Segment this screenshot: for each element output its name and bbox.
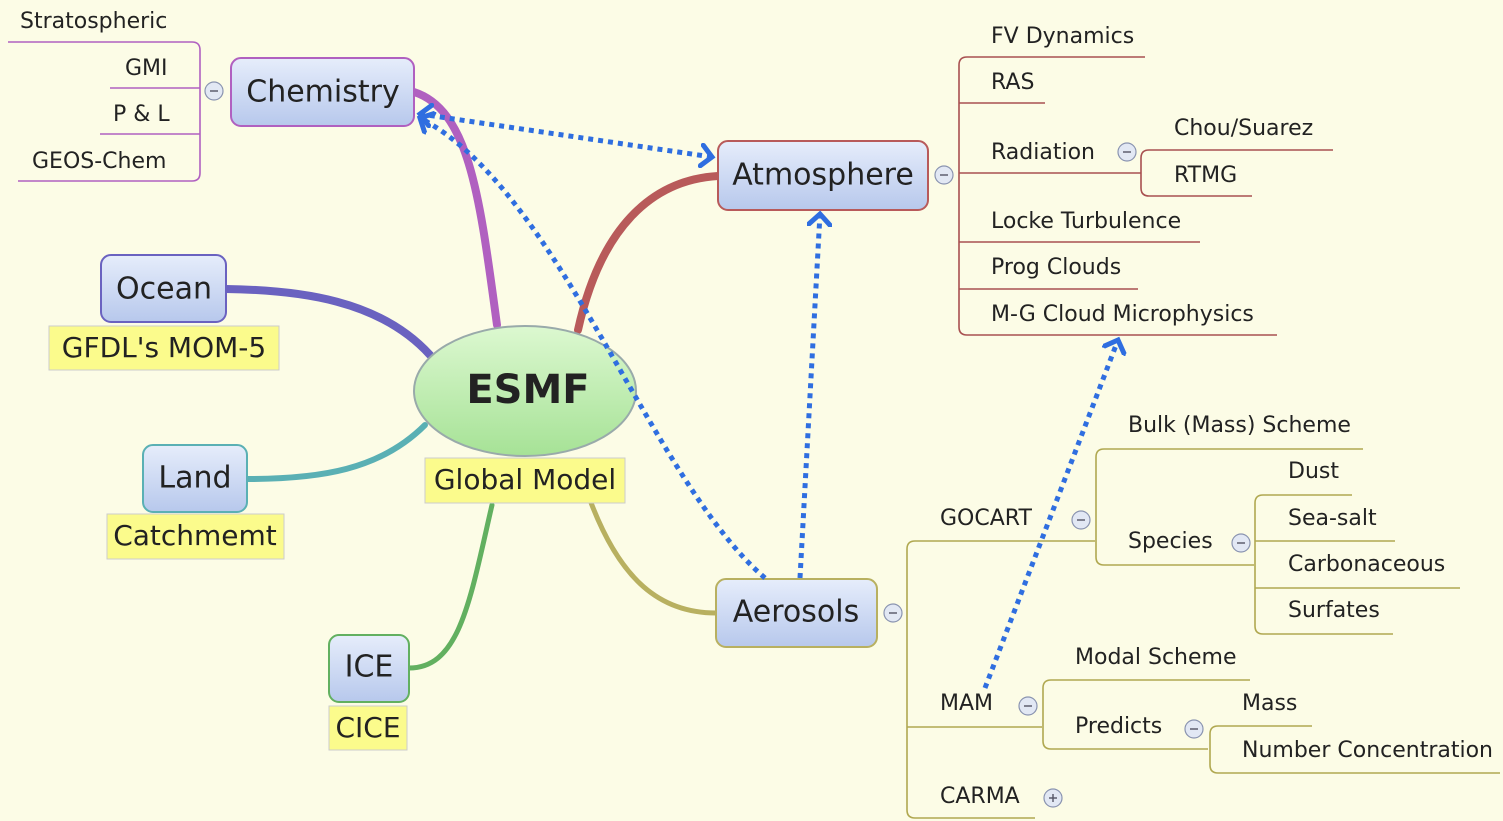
- bracket: [958, 56, 1277, 336]
- subtopic-label: Number Concentration: [1242, 738, 1493, 763]
- labels: ESMF Global Model Chemistry Atmosphere Ocean…: [20, 9, 1493, 809]
- connector: [244, 422, 428, 482]
- subtopic-label: Carbonaceous: [1288, 552, 1445, 577]
- subtopic-label: Chou/Suarez: [1174, 116, 1313, 141]
- collapse-button[interactable]: [1117, 142, 1137, 162]
- expand-button[interactable]: [1043, 788, 1063, 808]
- topic-label: Land: [158, 461, 231, 496]
- subtopic-label: Species: [1128, 529, 1213, 554]
- note-box: [106, 513, 285, 560]
- subtopic-label: GOCART: [940, 506, 1032, 531]
- topic-label: Atmosphere: [732, 158, 914, 193]
- subtopic-label: GMI: [125, 56, 168, 81]
- note-box: [48, 325, 280, 371]
- collapse-button[interactable]: [934, 165, 954, 185]
- connector: [410, 88, 501, 329]
- note-label: Global Model: [434, 463, 616, 496]
- subtopic-label: M-G Cloud Microphysics: [991, 302, 1254, 327]
- topic-box[interactable]: [717, 140, 929, 211]
- brackets: [8, 41, 1500, 819]
- subtopic-label: Dust: [1288, 459, 1339, 484]
- collapse-button[interactable]: [1231, 533, 1251, 553]
- subtopic-label: Modal Scheme: [1075, 645, 1237, 670]
- connector: [574, 172, 722, 334]
- collapse-button[interactable]: [204, 81, 224, 101]
- collapse-button[interactable]: [1071, 510, 1091, 530]
- bracket: [1254, 494, 1460, 635]
- collapse-button[interactable]: [883, 603, 903, 623]
- toggles: [204, 81, 1251, 808]
- connector: [406, 502, 495, 671]
- note-label: GFDL's MOM-5: [62, 331, 266, 364]
- nodes: [48, 57, 929, 751]
- subtopic-label: Sea-salt: [1288, 506, 1377, 531]
- topic-label: Ocean: [116, 272, 212, 307]
- subtopic-label: Surfates: [1288, 598, 1380, 623]
- bracket: [1209, 725, 1500, 774]
- subtopic-label: Prog Clouds: [991, 255, 1121, 280]
- subtopic-label: Stratospheric: [20, 9, 167, 34]
- relations: [420, 114, 1118, 689]
- subtopic-label: RTMG: [1174, 163, 1237, 188]
- subtopic-label: Bulk (Mass) Scheme: [1128, 413, 1351, 438]
- subtopic-label: GEOS-Chem: [32, 149, 166, 174]
- relation-arrow: [982, 340, 1118, 689]
- relation-arrow: [420, 118, 767, 580]
- subtopic-label: Mass: [1242, 691, 1297, 716]
- bracket: [1140, 149, 1333, 197]
- connector: [222, 285, 434, 359]
- topic-label: Chemistry: [246, 75, 399, 110]
- bracket: [1042, 679, 1250, 750]
- note-box: [424, 457, 626, 504]
- subtopic-label: Radiation: [991, 140, 1095, 165]
- subtopic-label: MAM: [940, 691, 993, 716]
- relation-arrow: [797, 214, 820, 579]
- note-box: [328, 705, 408, 751]
- topic-label: Aerosols: [733, 595, 859, 630]
- collapse-button[interactable]: [1018, 696, 1038, 716]
- bracket: [8, 41, 201, 182]
- topic-box[interactable]: [100, 254, 227, 323]
- central-label: ESMF: [466, 367, 589, 413]
- collapse-button[interactable]: [1184, 719, 1204, 739]
- topic-box[interactable]: [142, 444, 248, 513]
- bracket: [1095, 448, 1363, 566]
- subtopic-label: RAS: [991, 70, 1034, 95]
- topic-box[interactable]: [230, 57, 415, 127]
- note-label: Catchmemt: [113, 519, 277, 552]
- central-node[interactable]: [413, 325, 637, 457]
- topic-box[interactable]: [715, 578, 878, 648]
- connector: [587, 497, 719, 616]
- subtopic-label: FV Dynamics: [991, 24, 1134, 49]
- subtopic-label: P & L: [113, 102, 170, 127]
- note-label: CICE: [335, 711, 400, 744]
- topic-box[interactable]: [328, 634, 410, 703]
- topic-label: ICE: [345, 650, 394, 685]
- bracket: [906, 540, 1095, 819]
- subtopic-label: CARMA: [940, 784, 1020, 809]
- subtopic-label: Predicts: [1075, 714, 1162, 739]
- subtopic-label: Locke Turbulence: [991, 209, 1181, 234]
